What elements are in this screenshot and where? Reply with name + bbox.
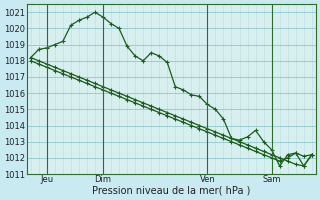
X-axis label: Pression niveau de la mer( hPa ): Pression niveau de la mer( hPa ) xyxy=(92,186,251,196)
